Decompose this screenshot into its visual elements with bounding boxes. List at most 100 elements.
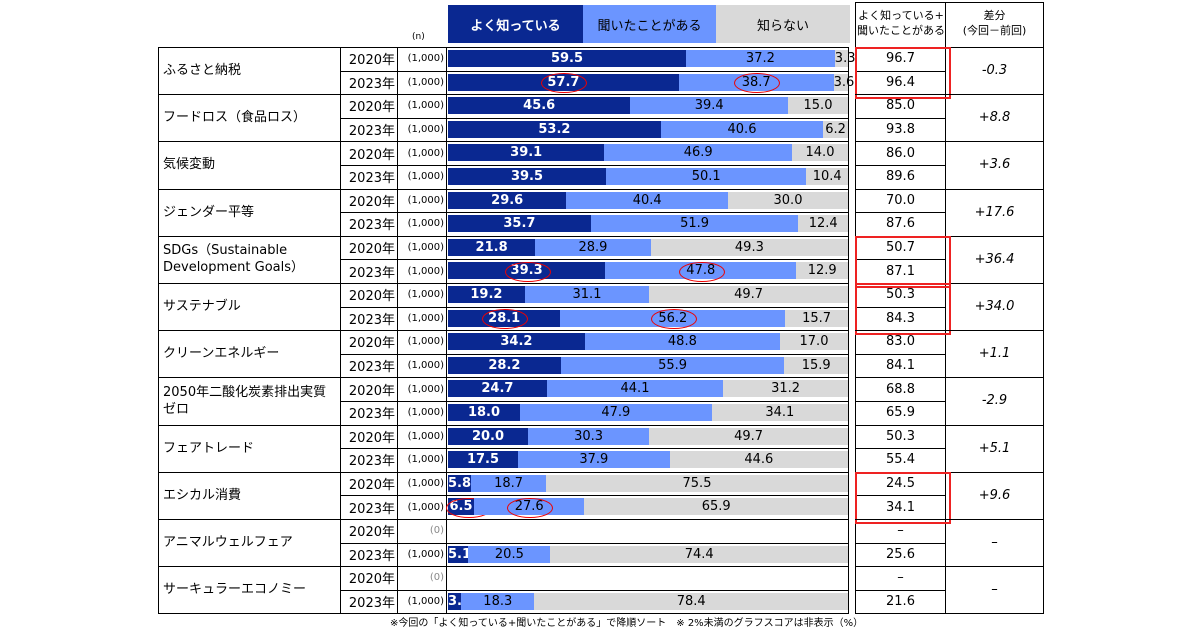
diff-value: +36.4: [974, 251, 1015, 267]
row-divider: [856, 70, 945, 72]
n-label: (1,000): [407, 360, 444, 372]
bar-unknown: 10.4: [806, 168, 848, 185]
total-value: 84.3: [886, 310, 915, 326]
diff-value: -0.3: [981, 63, 1008, 79]
diff-header: 差分 (今回－前回): [962, 9, 1027, 37]
col-divider: [945, 2, 946, 614]
highlight-box: [855, 47, 951, 100]
year-label: 2020年: [348, 383, 395, 399]
highlight-circle: [678, 261, 725, 282]
item-label-5: サステナブル: [163, 299, 241, 315]
bar-unknown: 14.0: [792, 144, 848, 162]
year-label: 2020年: [348, 194, 395, 210]
row-divider: [340, 542, 849, 544]
bar-heard-of: 48.8: [584, 333, 780, 351]
n-label: (1,000): [407, 289, 444, 301]
row-divider: [856, 117, 945, 119]
item-label-1: フードロス（食品ロス）: [163, 110, 307, 126]
item-divider: [158, 141, 849, 143]
item-divider: [158, 471, 849, 473]
item-divider: [158, 188, 849, 190]
total-value: 93.8: [886, 122, 915, 138]
n-label: (1,000): [407, 124, 444, 136]
diff-value: +5.1: [978, 440, 1011, 456]
total-value: 83.0: [886, 334, 915, 350]
total-value: 84.1: [886, 358, 915, 374]
highlight-circle: [541, 73, 588, 94]
total-value: –: [897, 570, 904, 586]
item-divider: [855, 330, 1044, 332]
total-value: 21.6: [886, 594, 915, 610]
row-divider: [340, 165, 849, 166]
item-label-8: フェアトレード: [163, 440, 255, 456]
year-label: 2020年: [348, 289, 395, 305]
row-divider: [856, 353, 945, 355]
n-label: (1,000): [407, 336, 444, 348]
row-divider: [856, 589, 945, 591]
diff-value: –: [991, 582, 998, 598]
row-divider: [340, 353, 849, 355]
total-value: 24.5: [886, 476, 915, 492]
total-value: 68.8: [886, 381, 915, 397]
n-label: (1,000): [407, 242, 444, 254]
n-label: (1,000): [407, 478, 444, 490]
legend-heard-of: 聞いたことがある: [583, 5, 716, 43]
bar-heard-of: 40.4: [566, 191, 728, 209]
item-label-11: サーキュラーエコノミー: [163, 582, 307, 598]
item-divider: [158, 94, 849, 96]
item-label-6: クリーンエネルギー: [163, 346, 280, 362]
row-divider: [856, 542, 945, 544]
diff-value: +9.6: [978, 487, 1011, 503]
year-label: 2023年: [348, 360, 395, 376]
year-label: 2023年: [348, 76, 395, 92]
bar-well-known: 24.7: [448, 380, 547, 398]
bar-heard-of: 28.9: [535, 238, 651, 256]
item-label-7: 2050年二酸化炭素排出実質ゼロ: [163, 384, 327, 417]
item-divider: [855, 424, 1044, 426]
n-label: (1,000): [407, 312, 444, 324]
highlight-circle: [504, 261, 551, 282]
row-divider: [340, 259, 849, 261]
bar-heard-of: 37.9: [518, 451, 670, 469]
row-divider: [340, 117, 849, 119]
diff-value: +1.1: [978, 346, 1011, 362]
year-label: 2020年: [348, 53, 395, 69]
total-value: 50.3: [886, 428, 915, 444]
row-divider: [340, 448, 849, 450]
row-divider: [856, 259, 945, 261]
highlight-circle: [507, 497, 554, 518]
n-header: (n): [412, 32, 425, 42]
total-value: 55.4: [886, 452, 915, 468]
n-label: (1,000): [407, 407, 444, 419]
total-value: 50.7: [886, 240, 915, 256]
total-value: 34.1: [886, 499, 915, 515]
bar-unknown: 34.1: [711, 404, 848, 421]
n-label: (1,000): [407, 265, 444, 277]
bar-unknown: 44.6: [669, 451, 848, 469]
bar-well-known: 39.1: [448, 144, 605, 162]
row-divider: [340, 401, 849, 402]
year-label: 2020年: [348, 336, 395, 352]
row-divider: [340, 589, 849, 591]
bar-well-known: 45.6: [448, 97, 631, 115]
bar-heard-of: 40.6: [660, 120, 824, 138]
year-label: 2020年: [348, 478, 395, 494]
total-value: 87.6: [886, 216, 915, 232]
row-divider: [340, 212, 849, 214]
year-label: 2020年: [348, 525, 395, 541]
bar-heard-of: 39.4: [630, 97, 788, 115]
year-label: 2020年: [348, 100, 395, 116]
item-divider: [158, 566, 849, 568]
bar-unknown: 49.3: [650, 238, 848, 256]
total-value: 86.0: [886, 145, 915, 161]
year-label: 2023年: [348, 312, 395, 328]
total-value: 89.6: [886, 169, 915, 185]
item-divider: [158, 424, 849, 426]
bar-heard-of: 50.1: [606, 168, 807, 185]
item-divider: [855, 94, 1044, 96]
n-label: (1,000): [407, 171, 444, 183]
bar-unknown: 31.2: [723, 380, 848, 398]
bar-unknown: 75.5: [546, 474, 848, 492]
n-label: (0): [429, 525, 444, 537]
bar-well-known: 3.3: [448, 592, 472, 610]
